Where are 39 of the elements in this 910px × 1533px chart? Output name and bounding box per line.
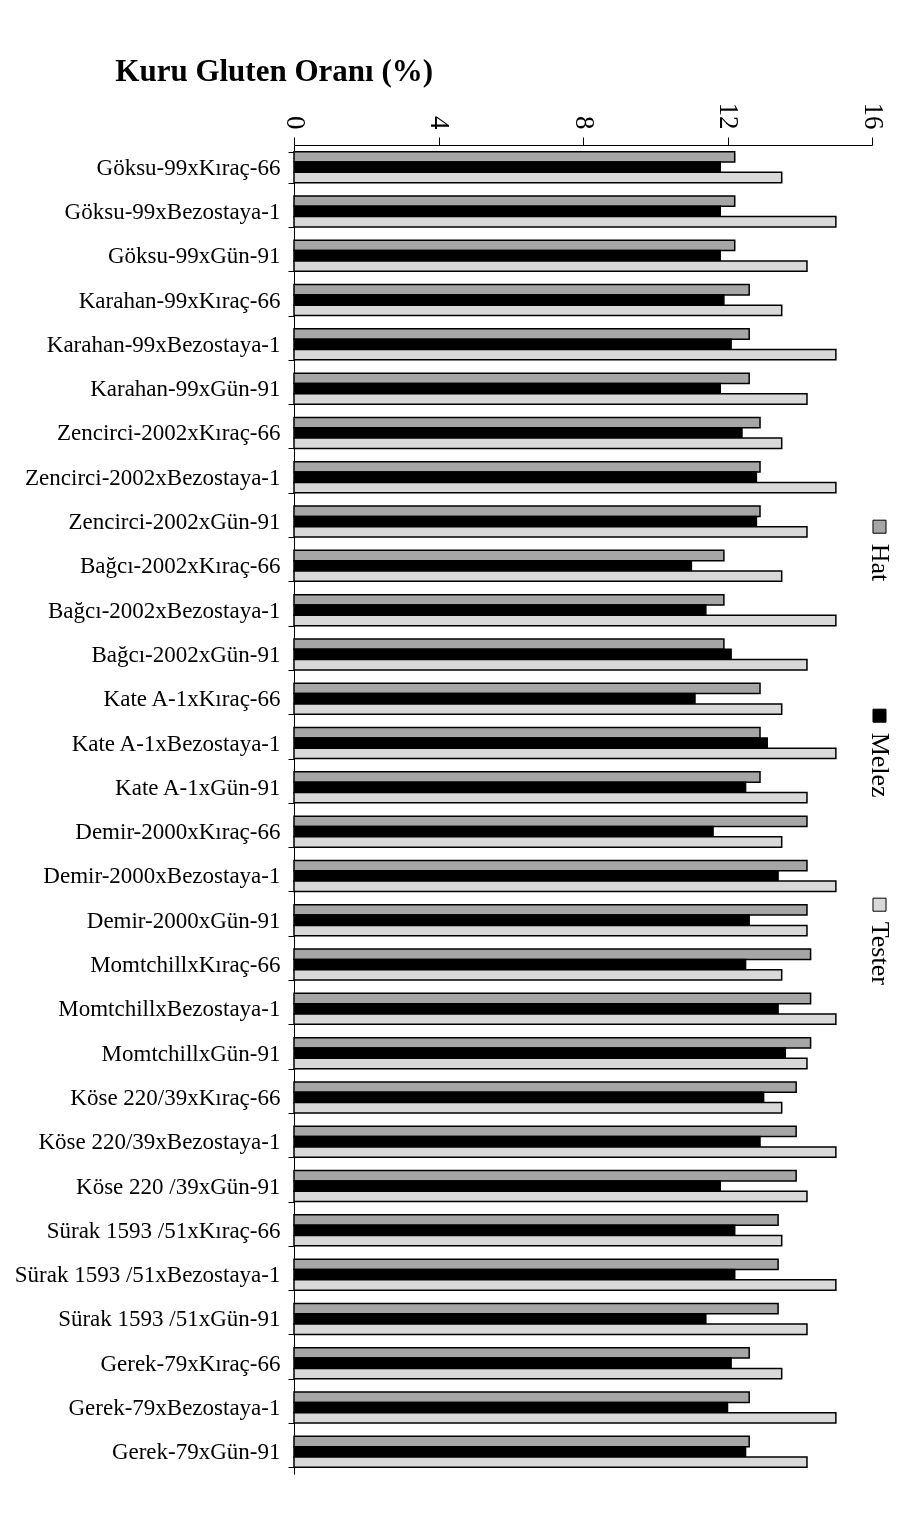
x-tick-label: 12: [714, 102, 744, 130]
y-tick-label: MomtchillxGün-91: [101, 1040, 281, 1066]
chart-title: Kuru Gluten Oranı (%): [115, 53, 434, 88]
y-tick-label: Karahan-99xBezostaya-1: [46, 331, 281, 357]
legend-label: Melez: [865, 732, 895, 798]
y-tick-label: Karahan-99xKıraç-66: [78, 287, 281, 313]
y-tick-label: Gerek-79xKıraç-66: [100, 1350, 281, 1376]
y-tick-label: Kate A-1xGün-91: [115, 774, 281, 800]
y-tick-label: Sürak 1593 /51xBezostaya-1: [14, 1262, 281, 1288]
y-tick-label: Köse 220 /39xGün-91: [76, 1173, 281, 1199]
x-tick-label: 16: [858, 102, 889, 130]
y-tick-label: Bağcı-2002xKıraç-66: [79, 553, 281, 579]
x-tick-label: 8: [569, 116, 600, 130]
y-tick-label: Göksu-99xKıraç-66: [96, 154, 281, 180]
x-tick-label: 4: [425, 116, 455, 130]
y-tick-label: Göksu-99xBezostaya-1: [64, 198, 281, 224]
y-tick-label: Demir-2000xBezostaya-1: [43, 863, 281, 889]
y-tick-label: Göksu-99xGün-91: [108, 243, 281, 269]
y-tick-label: Köse 220/39xKıraç-66: [70, 1084, 281, 1110]
y-tick-label: Sürak 1593 /51xKıraç-66: [46, 1217, 281, 1243]
y-tick-label: Zencirci-2002xKıraç-66: [56, 420, 281, 446]
y-tick-label: Köse 220/39xBezostaya-1: [38, 1129, 281, 1155]
y-tick-label: Gerek-79xBezostaya-1: [68, 1395, 281, 1421]
y-tick-label: Demir-2000xKıraç-66: [75, 819, 281, 845]
legend-label: Tester: [865, 921, 895, 986]
y-tick-label: Kate A-1xBezostaya-1: [71, 730, 281, 756]
y-tick-label: Karahan-99xGün-91: [90, 376, 281, 402]
y-tick-label: Demir-2000xGün-91: [86, 907, 281, 933]
x-tick-label: 0: [280, 116, 311, 130]
y-tick-label: Zencirci-2002xGün-91: [68, 509, 281, 535]
y-tick-label: Gerek-79xGün-91: [111, 1439, 281, 1465]
y-tick-label: Zencirci-2002xBezostaya-1: [25, 464, 281, 490]
y-tick-label: Bağcı-2002xBezostaya-1: [48, 597, 281, 623]
y-tick-label: Sürak 1593 /51xGün-91: [58, 1306, 281, 1332]
y-tick-label: Bağcı-2002xGün-91: [91, 641, 281, 667]
legend-label: Hat: [865, 543, 895, 583]
y-tick-label: MomtchillxBezostaya-1: [58, 996, 281, 1022]
y-tick-label: MomtchillxKıraç-66: [90, 952, 281, 978]
y-tick-label: Kate A-1xKıraç-66: [103, 686, 281, 712]
